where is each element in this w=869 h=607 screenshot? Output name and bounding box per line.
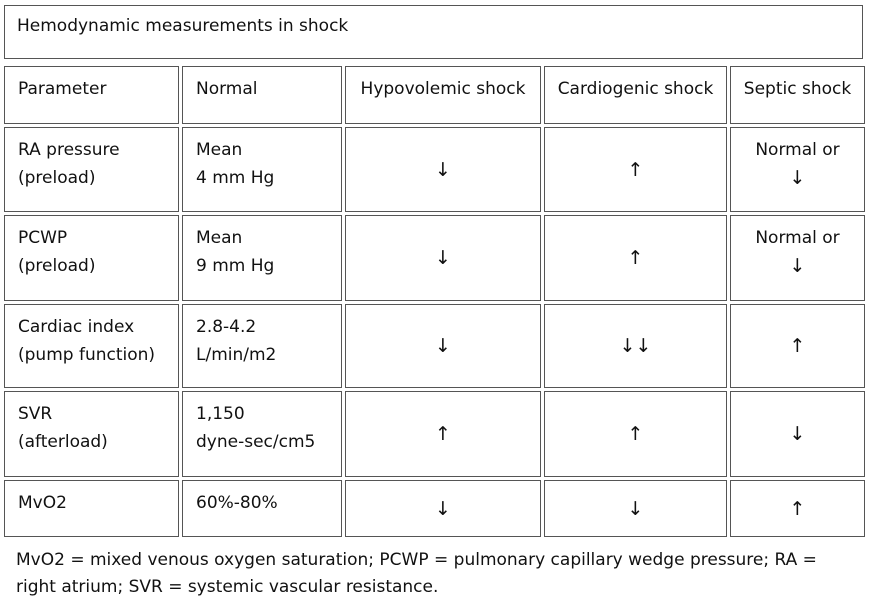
septic-value-line1: Normal or [755,228,840,248]
normal-value-line2: 4 mm Hg [196,168,275,188]
table-row-hypovolemic: ↓ [345,304,541,388]
table-row-septic: ↑ [730,304,865,388]
header-parameter: Parameter [4,66,179,124]
arrow-down-icon: ↓ [435,335,451,357]
arrow-down-icon: ↓ [789,423,806,445]
arrow-up-icon: ↑ [789,335,806,357]
arrow-down-icon: ↓ [627,497,644,520]
table-row-parameter: PCWP (preload) [4,215,179,301]
arrow-up-icon: ↑ [627,247,644,269]
arrow-up-icon: ↑ [435,423,451,445]
table-row-parameter: RA pressure (preload) [4,127,179,212]
table-row-septic: ↓ [730,391,865,477]
arrow-down-icon: ↓ [789,255,806,277]
header-normal: Normal [182,66,342,124]
table-row-cardiogenic: ↑ [544,391,727,477]
parameter-name: MvO2 [18,493,67,513]
normal-value-line2: dyne-sec/cm5 [196,432,316,452]
table-row-cardiogenic: ↓ [544,480,727,537]
arrow-down-icon: ↓ [435,158,451,181]
arrow-down-icon: ↓ [435,497,451,520]
table-row-cardiogenic: ↓↓ [544,304,727,388]
arrow-down-icon: ↓ [789,167,806,189]
table-title: Hemodynamic measurements in shock [4,5,863,59]
table-row-parameter: SVR (afterload) [4,391,179,477]
table-row-cardiogenic: ↑ [544,215,727,301]
table-footnote: MvO2 = mixed venous oxygen saturation; P… [16,550,817,597]
table-row-normal: 1,150 dyne-sec/cm5 [182,391,342,477]
table-row-parameter: MvO2 [4,480,179,537]
table-row-hypovolemic: ↓ [345,215,541,301]
table-row-normal: Mean 4 mm Hg [182,127,342,212]
arrow-up-icon: ↑ [627,158,644,181]
header-septic: Septic shock [730,66,865,124]
table-row-hypovolemic: ↓ [345,127,541,212]
parameter-name: SVR [18,404,53,424]
arrow-up-icon: ↑ [627,423,644,445]
normal-value-line1: 1,150 [196,404,245,424]
table-row-cardiogenic: ↑ [544,127,727,212]
normal-value-line1: Mean [196,140,243,160]
table-row-normal: 2.8-4.2 L/min/m2 [182,304,342,388]
double-arrow-down-icon: ↓↓ [619,335,652,357]
header-cardiogenic: Cardiogenic shock [544,66,727,124]
table-row-septic: Normal or ↓ [730,215,865,301]
table-row-normal: Mean 9 mm Hg [182,215,342,301]
table-row-normal: 60%-80% [182,480,342,537]
normal-value-line1: 60%-80% [196,493,278,513]
parameter-qualifier: (preload) [18,256,96,276]
table-row-hypovolemic: ↓ [345,480,541,537]
table-row-septic: Normal or ↓ [730,127,865,212]
normal-value-line2: 9 mm Hg [196,256,275,276]
parameter-name: RA pressure [18,140,120,160]
parameter-qualifier: (afterload) [18,432,108,452]
normal-value-line2: L/min/m2 [196,345,277,365]
parameter-name: PCWP [18,228,68,248]
septic-value-line1: Normal or [755,140,840,160]
normal-value-line1: Mean [196,228,243,248]
table-row-hypovolemic: ↑ [345,391,541,477]
normal-value-line1: 2.8-4.2 [196,317,257,337]
header-hypovolemic: Hypovolemic shock [345,66,541,124]
table-row-parameter: Cardiac index (pump function) [4,304,179,388]
arrow-down-icon: ↓ [435,247,451,269]
parameter-qualifier: (preload) [18,168,96,188]
parameter-name: Cardiac index [18,317,135,337]
table-row-septic: ↑ [730,480,865,537]
arrow-up-icon: ↑ [789,497,806,520]
parameter-qualifier: (pump function) [18,345,156,365]
